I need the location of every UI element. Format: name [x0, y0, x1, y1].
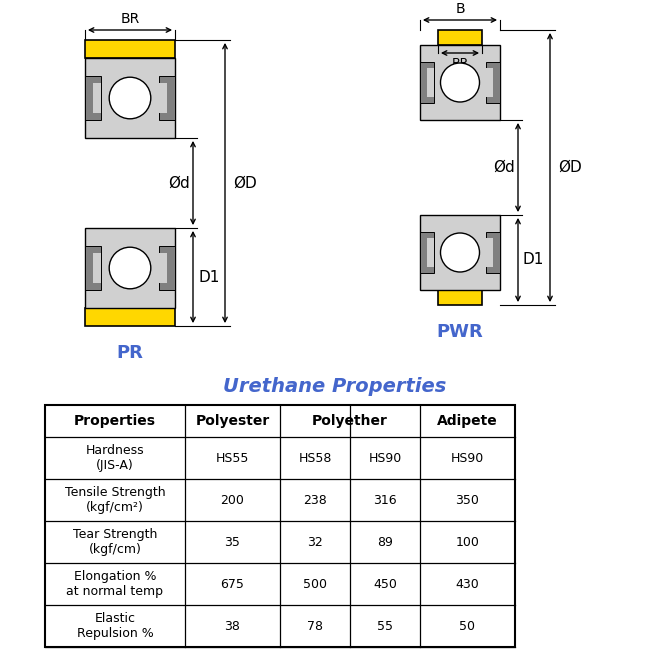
Text: HS55: HS55	[216, 452, 249, 464]
Bar	[427, 238, 434, 267]
Bar	[93, 253, 101, 283]
Text: 78: 78	[307, 620, 323, 632]
Bar	[486, 62, 500, 103]
Bar	[159, 82, 167, 113]
Bar	[159, 246, 175, 290]
Text: 350: 350	[456, 494, 480, 507]
Text: BR: BR	[121, 12, 139, 26]
Text: PWR: PWR	[437, 323, 483, 341]
Bar	[486, 238, 493, 267]
Bar	[427, 68, 434, 97]
Text: 500: 500	[303, 578, 327, 590]
Bar	[420, 62, 434, 103]
Bar	[486, 68, 493, 97]
Text: Polyether: Polyether	[312, 414, 388, 428]
Circle shape	[440, 233, 480, 272]
Bar	[45, 405, 515, 647]
Bar	[420, 45, 500, 120]
Bar	[93, 82, 101, 113]
Bar	[159, 76, 175, 120]
Text: ØD: ØD	[558, 160, 582, 175]
Text: Elastic
Repulsion %: Elastic Repulsion %	[76, 612, 153, 640]
Bar	[438, 290, 482, 305]
Bar	[85, 246, 101, 290]
Text: 89: 89	[377, 535, 393, 549]
Text: 55: 55	[377, 620, 393, 632]
Text: HS90: HS90	[451, 452, 484, 464]
Text: 200: 200	[220, 494, 245, 507]
Text: PR: PR	[117, 344, 143, 362]
Text: ØD: ØD	[233, 176, 257, 190]
Text: 316: 316	[373, 494, 397, 507]
Bar	[85, 228, 175, 308]
Bar	[85, 308, 175, 326]
Text: 32: 32	[307, 535, 323, 549]
Text: 38: 38	[224, 620, 241, 632]
Bar	[85, 76, 101, 120]
Text: B: B	[455, 2, 465, 16]
Text: 50: 50	[460, 620, 476, 632]
Text: 675: 675	[220, 578, 245, 590]
Bar	[438, 30, 482, 45]
Text: D1: D1	[523, 253, 544, 267]
Bar	[85, 40, 175, 58]
Text: 430: 430	[456, 578, 479, 590]
Circle shape	[109, 247, 151, 289]
Text: Polyester: Polyester	[196, 414, 269, 428]
Circle shape	[440, 63, 480, 102]
Text: Urethane Properties: Urethane Properties	[223, 377, 447, 397]
Text: 238: 238	[303, 494, 327, 507]
Text: Elongation %
at normal temp: Elongation % at normal temp	[66, 570, 163, 598]
Bar	[159, 253, 167, 283]
Text: HS58: HS58	[298, 452, 332, 464]
Circle shape	[109, 77, 151, 119]
Bar	[85, 58, 175, 138]
Text: Ød: Ød	[168, 176, 190, 190]
Text: D1: D1	[198, 269, 219, 285]
Text: Adipete: Adipete	[437, 414, 498, 428]
Text: 35: 35	[224, 535, 241, 549]
Text: Hardness
(JIS-A): Hardness (JIS-A)	[86, 444, 144, 472]
Text: Ød: Ød	[493, 160, 515, 175]
Text: HS90: HS90	[369, 452, 401, 464]
Text: BR: BR	[452, 57, 469, 70]
Text: 100: 100	[456, 535, 480, 549]
Text: Tear Strength
(kgf/cm): Tear Strength (kgf/cm)	[73, 528, 157, 556]
Text: Tensile Strength
(kgf/cm²): Tensile Strength (kgf/cm²)	[65, 486, 165, 514]
Bar	[420, 215, 500, 290]
Text: 450: 450	[373, 578, 397, 590]
Bar	[486, 232, 500, 273]
Bar	[420, 232, 434, 273]
Text: Properties: Properties	[74, 414, 156, 428]
